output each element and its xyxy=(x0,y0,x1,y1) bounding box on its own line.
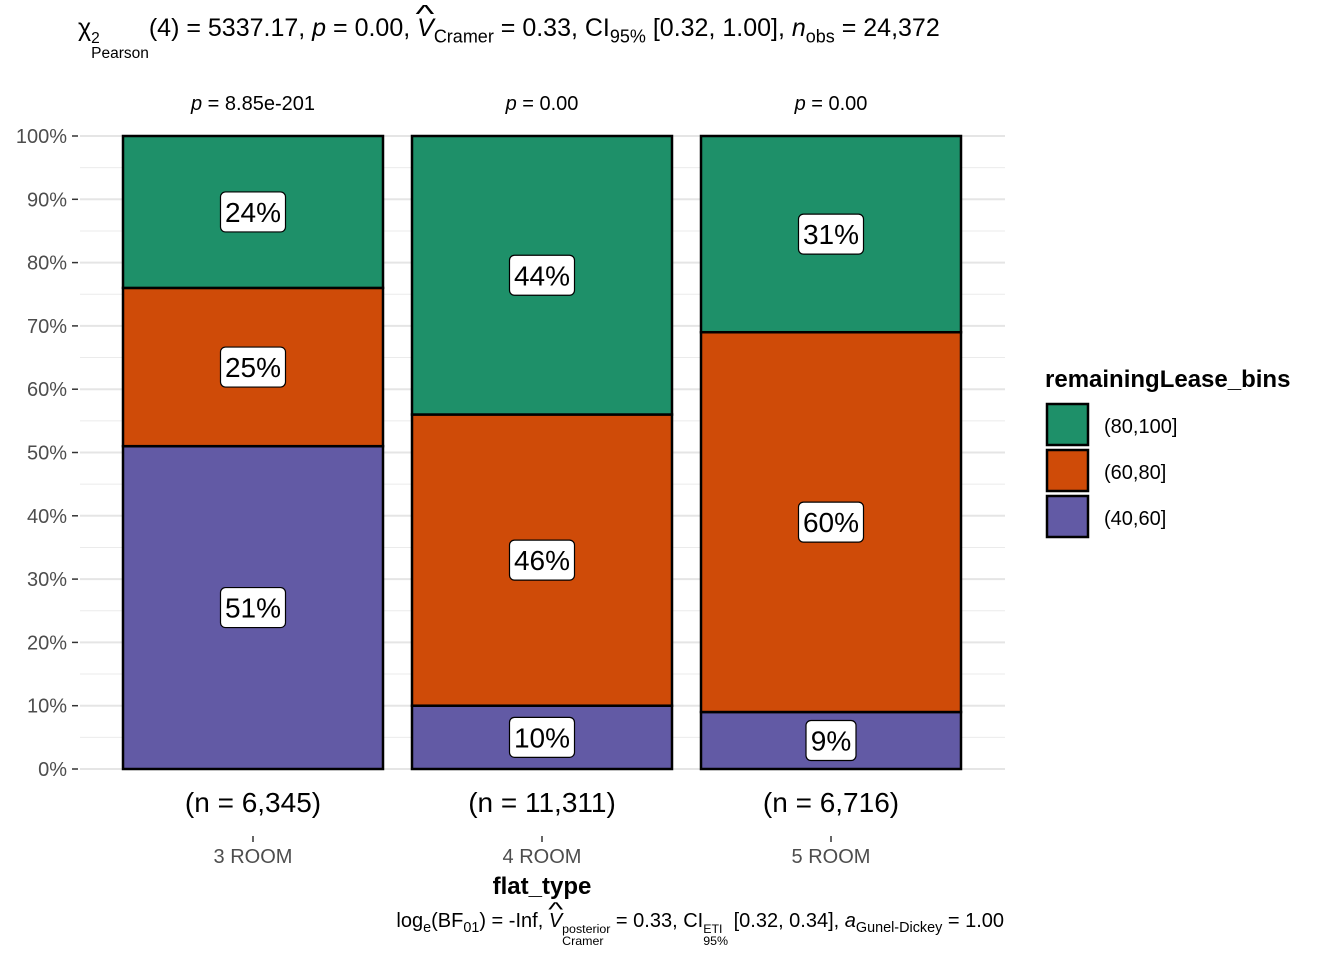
p-symbol: p xyxy=(190,93,202,115)
data-label: 9% xyxy=(811,726,851,757)
data-label: 25% xyxy=(225,352,281,383)
y-tick-label: 90% xyxy=(27,189,67,211)
x-tick-label: 5 ROOM xyxy=(792,846,871,868)
x-tick-label: 3 ROOM xyxy=(214,846,293,868)
data-label: 51% xyxy=(225,593,281,624)
data-label-box xyxy=(508,716,576,758)
data-label-box xyxy=(797,501,865,543)
p-value-label: p = 8.85e-201 xyxy=(190,93,315,115)
y-tick-label: 70% xyxy=(27,316,67,338)
p-value: = 0.00 xyxy=(517,93,579,115)
data-label: 60% xyxy=(803,507,859,538)
y-tick-label: 30% xyxy=(27,569,67,591)
data-label-box xyxy=(805,719,857,762)
data-label: 46% xyxy=(514,545,570,576)
legend-label: (60,80] xyxy=(1104,462,1166,484)
data-label-box xyxy=(508,539,576,581)
p-value-label: p = 0.00 xyxy=(794,93,868,115)
y-tick-label: 50% xyxy=(27,443,67,465)
legend-label: (80,100] xyxy=(1104,416,1177,438)
p-value: = 8.85e-201 xyxy=(202,93,315,115)
data-label-box xyxy=(508,254,576,296)
legend-label: (40,60] xyxy=(1104,508,1166,530)
data-label-box xyxy=(797,213,865,255)
y-tick-label: 80% xyxy=(27,253,67,275)
p-symbol: p xyxy=(505,93,517,115)
n-label: (n = 6,345) xyxy=(185,787,321,818)
y-tick-label: 60% xyxy=(27,379,67,401)
data-label: 44% xyxy=(514,260,570,291)
data-label: 31% xyxy=(803,219,859,250)
legend-key xyxy=(1045,448,1090,493)
y-tick-label: 0% xyxy=(38,759,67,781)
n-label: (n = 6,716) xyxy=(763,787,899,818)
data-label-box xyxy=(219,346,287,388)
n-label: (n = 11,311) xyxy=(468,787,616,818)
y-tick-label: 10% xyxy=(27,696,67,718)
y-tick-label: 40% xyxy=(27,506,67,528)
y-tick-label: 100% xyxy=(16,126,67,148)
legend-key xyxy=(1045,402,1090,447)
data-label: 10% xyxy=(514,722,570,753)
p-value-label: p = 0.00 xyxy=(505,93,579,115)
data-label-box xyxy=(219,191,287,233)
y-tick-label: 20% xyxy=(27,632,67,654)
x-axis-title: flat_type xyxy=(493,873,592,900)
data-label-box xyxy=(219,586,287,629)
p-symbol: p xyxy=(794,93,806,115)
legend-title: remainingLease_bins xyxy=(1045,366,1290,393)
p-value: = 0.00 xyxy=(806,93,868,115)
x-tick-label: 4 ROOM xyxy=(503,846,582,868)
data-label: 24% xyxy=(225,197,281,228)
legend-key xyxy=(1045,494,1090,539)
